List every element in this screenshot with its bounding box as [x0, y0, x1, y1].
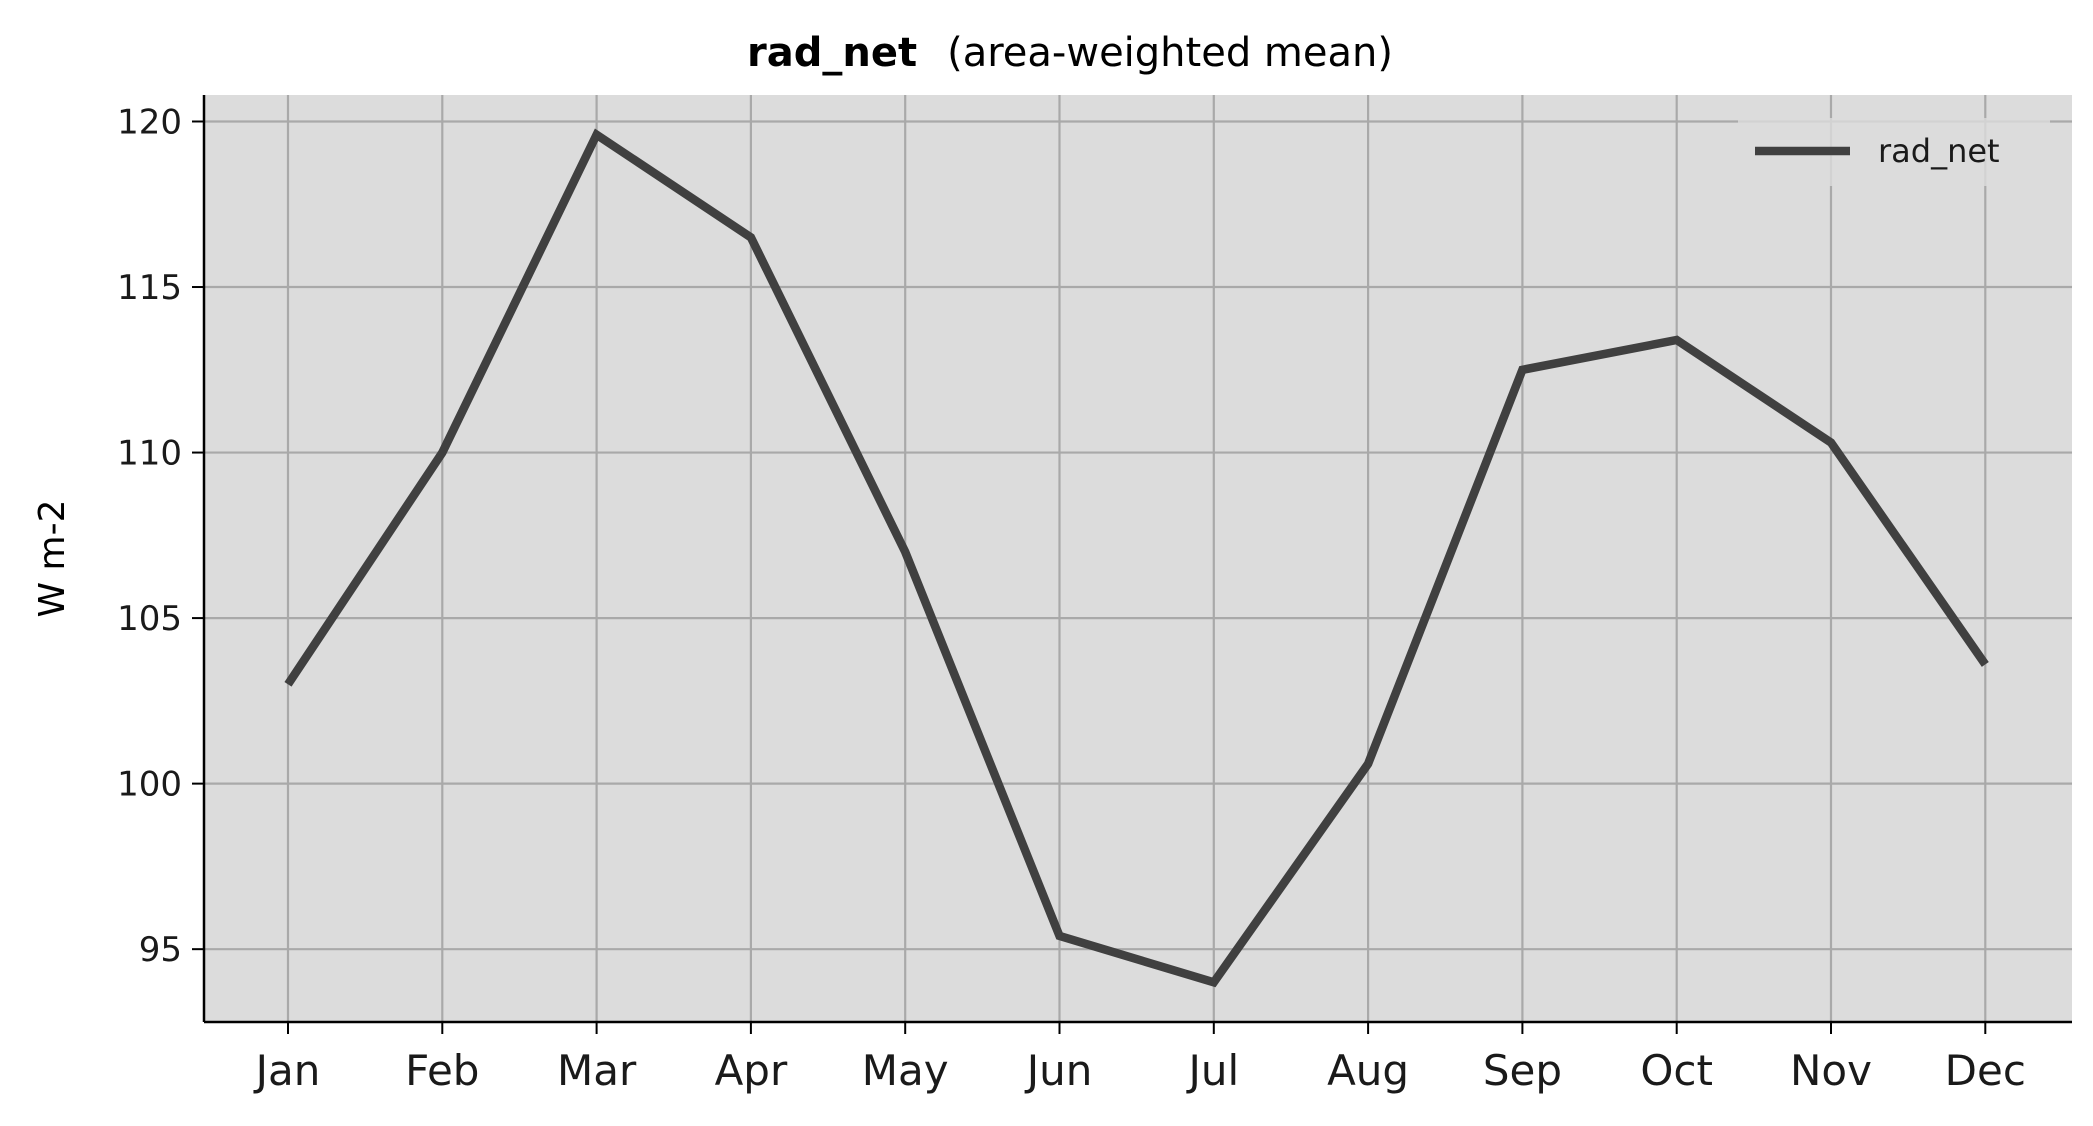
y-axis-label: W m-2 [32, 499, 73, 617]
chart-title: rad_net (area-weighted mean) [747, 30, 1393, 76]
legend: rad_net [1738, 118, 2050, 186]
x-tick-label-jul: Jul [1185, 1046, 1239, 1095]
y-tick-label-120: 120 [117, 102, 182, 142]
x-tick-label-may: May [862, 1046, 949, 1095]
y-tick-label-105: 105 [117, 599, 182, 639]
x-tick-label-dec: Dec [1945, 1046, 2026, 1095]
x-tick-label-jun: Jun [1024, 1046, 1093, 1095]
series-layer [284, 128, 1989, 988]
y-tick-label-100: 100 [117, 765, 182, 805]
chart-subtitle: (area-weighted mean) [947, 30, 1393, 76]
x-tick-label-nov: Nov [1790, 1046, 1872, 1095]
x-tick-label-apr: Apr [715, 1046, 788, 1095]
series-line-rad-net [284, 128, 1989, 988]
y-tick-label-115: 115 [117, 268, 182, 308]
chart-title-main: rad_net [747, 30, 917, 76]
x-tick-label-aug: Aug [1327, 1046, 1409, 1095]
x-tick-label-oct: Oct [1640, 1046, 1713, 1095]
axes [192, 95, 2072, 1034]
plot-area [204, 95, 2072, 1022]
grid-lines [204, 95, 2072, 1022]
x-tick-label-feb: Feb [405, 1046, 479, 1095]
x-tick-label-mar: Mar [557, 1046, 637, 1095]
y-tick-label-110: 110 [117, 434, 182, 474]
legend-label-rad-net: rad_net [1878, 132, 2000, 170]
x-tick-label-sep: Sep [1483, 1046, 1562, 1095]
y-tick-label-95: 95 [139, 930, 182, 970]
x-tick-label-jan: Jan [253, 1046, 321, 1095]
tick-labels: Jan Feb Mar Apr May Jun Jul Aug Sep Oct Nov Dec 95 10… [117, 102, 2026, 1095]
